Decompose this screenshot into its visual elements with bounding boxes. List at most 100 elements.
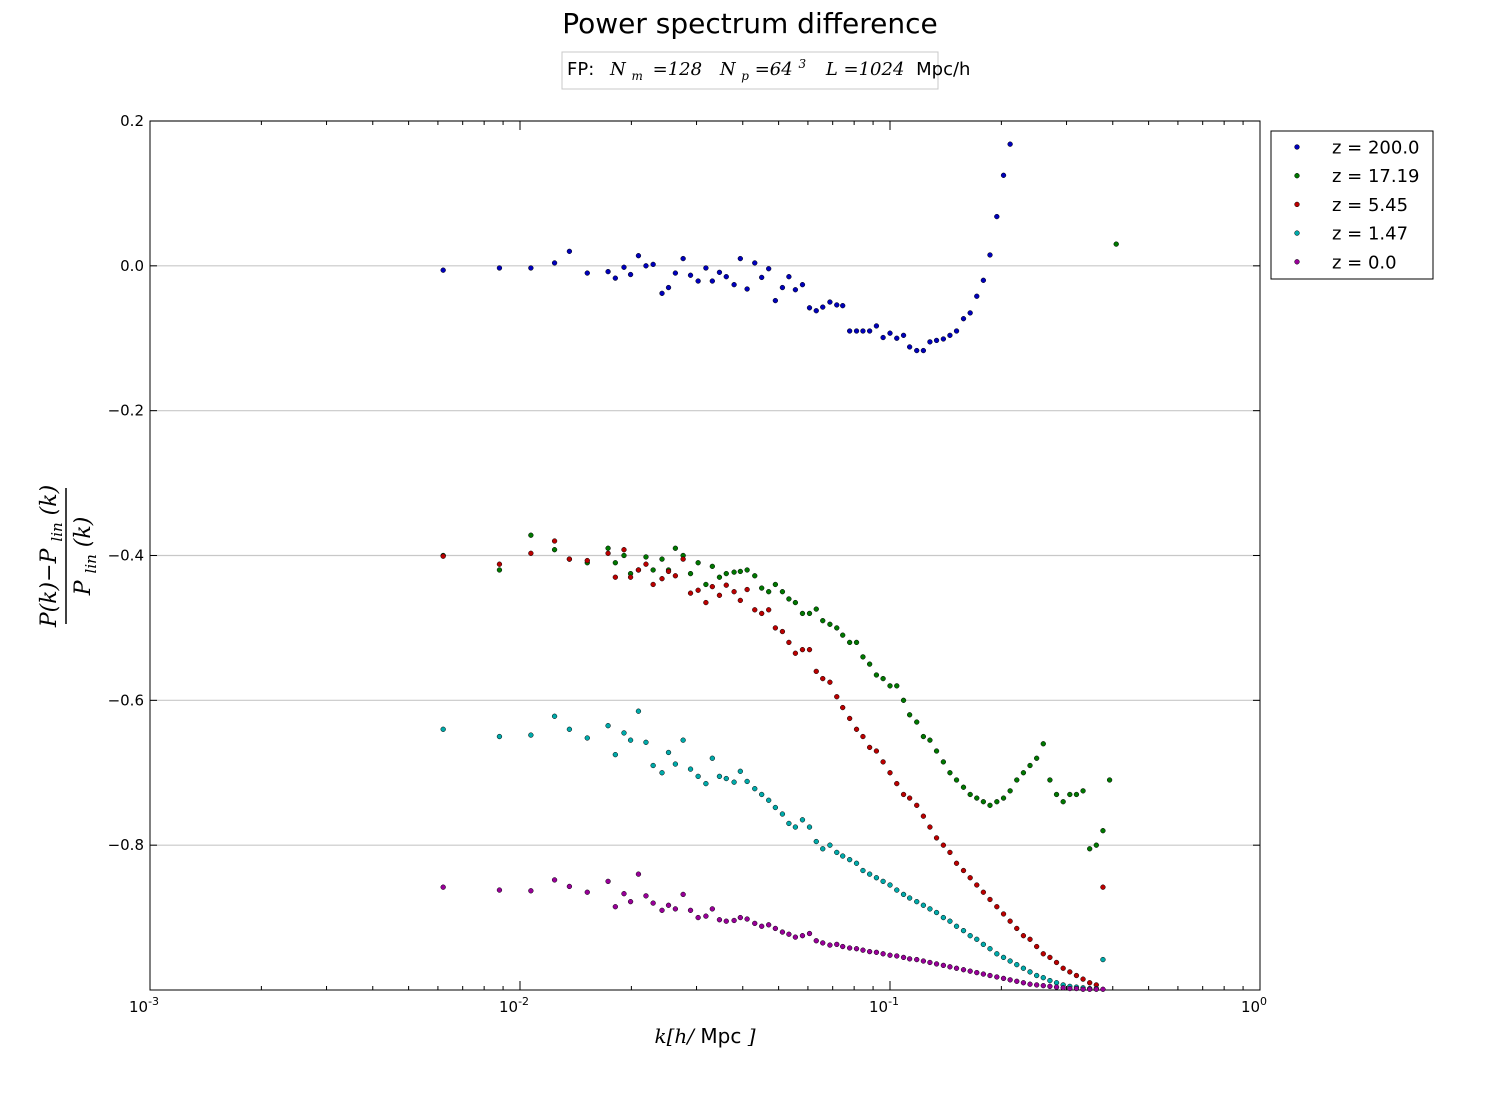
data-point: [566, 883, 573, 890]
y-tick-label: 0.2: [120, 112, 144, 130]
data-point: [940, 914, 947, 921]
data-point: [584, 557, 590, 564]
data-point: [820, 675, 826, 682]
data-point: [847, 639, 853, 646]
data-point: [947, 964, 953, 970]
subtitle-nm-sub: m: [632, 69, 643, 83]
data-point: [612, 560, 618, 566]
data-point: [737, 597, 743, 604]
data-point: [866, 744, 873, 751]
data-point: [947, 770, 953, 776]
data-point: [621, 552, 627, 559]
data-point: [1053, 984, 1060, 990]
data-point: [860, 654, 866, 660]
data-point: [834, 694, 840, 700]
data-point: [1000, 795, 1007, 801]
data-point: [440, 553, 446, 559]
data-point: [635, 253, 642, 259]
data-point: [987, 252, 993, 258]
data-point: [1087, 846, 1093, 852]
data-point: [1080, 976, 1086, 982]
subtitle-unit: Mpc/h: [916, 59, 970, 80]
data-point: [840, 303, 846, 309]
x-axis-label-unit: Mpc: [700, 1024, 741, 1048]
legend-marker: [1294, 230, 1300, 236]
data-point: [759, 791, 765, 798]
data-point: [860, 328, 866, 334]
data-point: [1100, 884, 1106, 890]
data-point: [847, 857, 853, 863]
data-point: [1014, 962, 1020, 968]
data-point: [687, 766, 694, 772]
data-point: [772, 804, 779, 811]
data-point: [1060, 985, 1066, 991]
data-point: [799, 933, 806, 939]
data-point: [635, 708, 642, 714]
data-point: [643, 561, 649, 567]
data-point: [584, 270, 590, 276]
data-point: [766, 797, 772, 803]
data-point: [853, 860, 860, 866]
data-point: [987, 896, 993, 903]
data-point: [779, 589, 786, 595]
data-point: [1020, 980, 1027, 986]
data-point: [695, 560, 701, 566]
data-point: [914, 899, 920, 905]
data-point: [980, 889, 987, 895]
data-point: [737, 568, 743, 575]
data-point: [947, 849, 953, 856]
data-point: [551, 877, 558, 883]
data-point: [650, 581, 656, 588]
data-point: [887, 882, 893, 888]
data-point: [799, 610, 806, 617]
data-point: [900, 791, 907, 798]
data-point: [940, 962, 947, 969]
data-point: [612, 574, 618, 580]
data-point: [840, 943, 846, 950]
data-point: [1027, 762, 1033, 769]
data-point: [703, 265, 709, 271]
data-point: [1000, 954, 1007, 961]
data-point: [940, 842, 947, 848]
data-point: [994, 213, 1000, 220]
subtitle-frame: [561, 51, 939, 90]
data-point: [672, 906, 679, 912]
data-point: [659, 907, 665, 913]
data-point: [894, 887, 900, 893]
chart-title: Power spectrum difference: [562, 7, 938, 40]
data-point: [967, 875, 973, 881]
data-point: [627, 271, 634, 278]
data-point: [834, 849, 840, 856]
data-point: [1027, 969, 1033, 975]
data-point: [834, 302, 840, 308]
data-point: [1007, 141, 1013, 147]
data-point: [1087, 986, 1093, 992]
data-point: [650, 900, 656, 906]
data-point: [974, 293, 980, 299]
data-point: [806, 930, 813, 937]
data-point: [813, 606, 819, 612]
data-point: [643, 739, 649, 745]
data-point: [813, 308, 819, 314]
data-point: [853, 328, 860, 334]
y-tick-label: −0.8: [108, 836, 144, 854]
data-point: [894, 780, 900, 787]
data-point: [737, 768, 743, 774]
data-point: [723, 918, 729, 924]
data-point: [779, 929, 786, 935]
data-point: [643, 554, 649, 560]
data-point: [827, 679, 833, 685]
data-point: [1100, 828, 1106, 834]
data-point: [744, 778, 750, 785]
data-point: [659, 290, 665, 297]
data-point: [1027, 936, 1033, 942]
data-point: [980, 941, 987, 948]
data-point: [621, 891, 627, 897]
data-point: [847, 945, 853, 951]
data-point: [779, 811, 786, 817]
data-point: [906, 712, 913, 718]
data-point: [806, 824, 813, 830]
data-point: [665, 284, 672, 291]
series-4: [440, 708, 1106, 992]
